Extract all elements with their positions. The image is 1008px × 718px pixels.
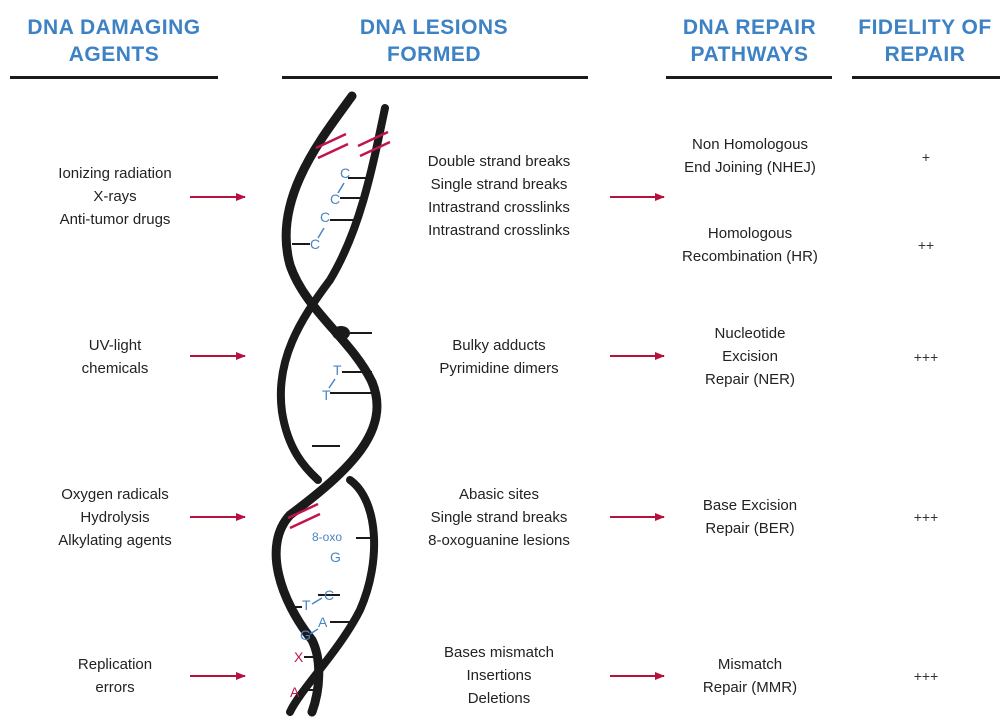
lesion-group-bulky: Bulky adducts Pyrimidine dimers [439,337,559,377]
pathway-nhej: Non Homologous End Joining (NHEJ) [684,136,816,176]
dna-strand-a-lower [271,377,382,717]
base-dimer-bottom: T [322,387,331,403]
base-mismatch-c: C [324,587,334,603]
header-rule-lesions [282,76,588,79]
header-rule-fidelity [852,76,1000,79]
crosslink-bond-2 [317,227,325,239]
header-rule-pathways [666,76,832,79]
bulky-adduct-icon [332,326,350,340]
header-rule-agents [10,76,218,79]
base-mismatch-g: G [300,627,311,643]
insertion-x-mark: X [294,649,304,665]
base-crosslink2-bottom: C [310,236,320,252]
base-crosslink1-bottom: C [330,191,340,207]
double-strand-break-mark-1 [315,132,349,160]
pathway-hr: Homologous Recombination (HR) [682,225,818,265]
base-crosslink1-top: C [340,165,350,181]
fidelity-nhej: + [921,149,931,165]
fidelity-ber: +++ [913,509,939,525]
agent-group-oxygen: Oxygen radicals Hydrolysis Alkylating ag… [58,486,172,549]
pathway-ner: Nucleotide Excision Repair (NER) [704,325,795,388]
base-crosslink2-top: C [320,209,330,225]
dimer-bond [328,378,336,389]
agent-group-ionizing: Ionizing radiation X-rays Anti-tumor dru… [58,165,172,228]
lesion-group-strand-breaks: Double strand breaks Single strand break… [427,153,571,239]
agent-group-replication: Replication errors [77,656,153,696]
base-mismatch-a: A [318,614,328,630]
base-dimer-top: T [333,362,342,378]
pathway-mmr: Mismatch Repair (MMR) [702,656,798,696]
base-8-oxo-g: G [330,549,341,565]
header-lesions-formed: DNA LESIONS FORMED [359,16,509,66]
base-mismatch-t: T [302,597,311,613]
agent-group-uv: UV-light chemicals [81,337,149,377]
crosslink-bond-1 [337,182,345,194]
header-damaging-agents: DNA DAMAGING AGENTS [27,16,201,66]
fidelity-mmr: +++ [913,668,939,684]
mismatch-bond-1 [311,597,323,605]
double-strand-break-mark-2 [357,130,391,158]
pathway-ber: Base Excision Repair (BER) [702,497,798,537]
single-strand-break-mark [287,502,321,530]
header-fidelity: FIDELITY OF REPAIR [858,16,992,66]
dna-strand-b-lower [286,476,379,716]
dna-strand-a-upper [281,91,377,387]
lesion-group-mismatch: Bases mismatch Insertions Deletions [443,644,555,707]
mismatch-bond-2 [309,628,319,635]
fidelity-ner: +++ [913,349,939,365]
header-repair-pathways: DNA REPAIR PATHWAYS [682,16,817,66]
fidelity-hr: ++ [917,237,935,253]
deletion-a-mark: A [290,684,300,700]
lesion-group-abasic: Abasic sites Single strand breaks 8-oxog… [428,486,570,549]
dna-strand-b-upper [276,104,389,484]
label-8-oxo: 8-oxo [312,530,342,544]
